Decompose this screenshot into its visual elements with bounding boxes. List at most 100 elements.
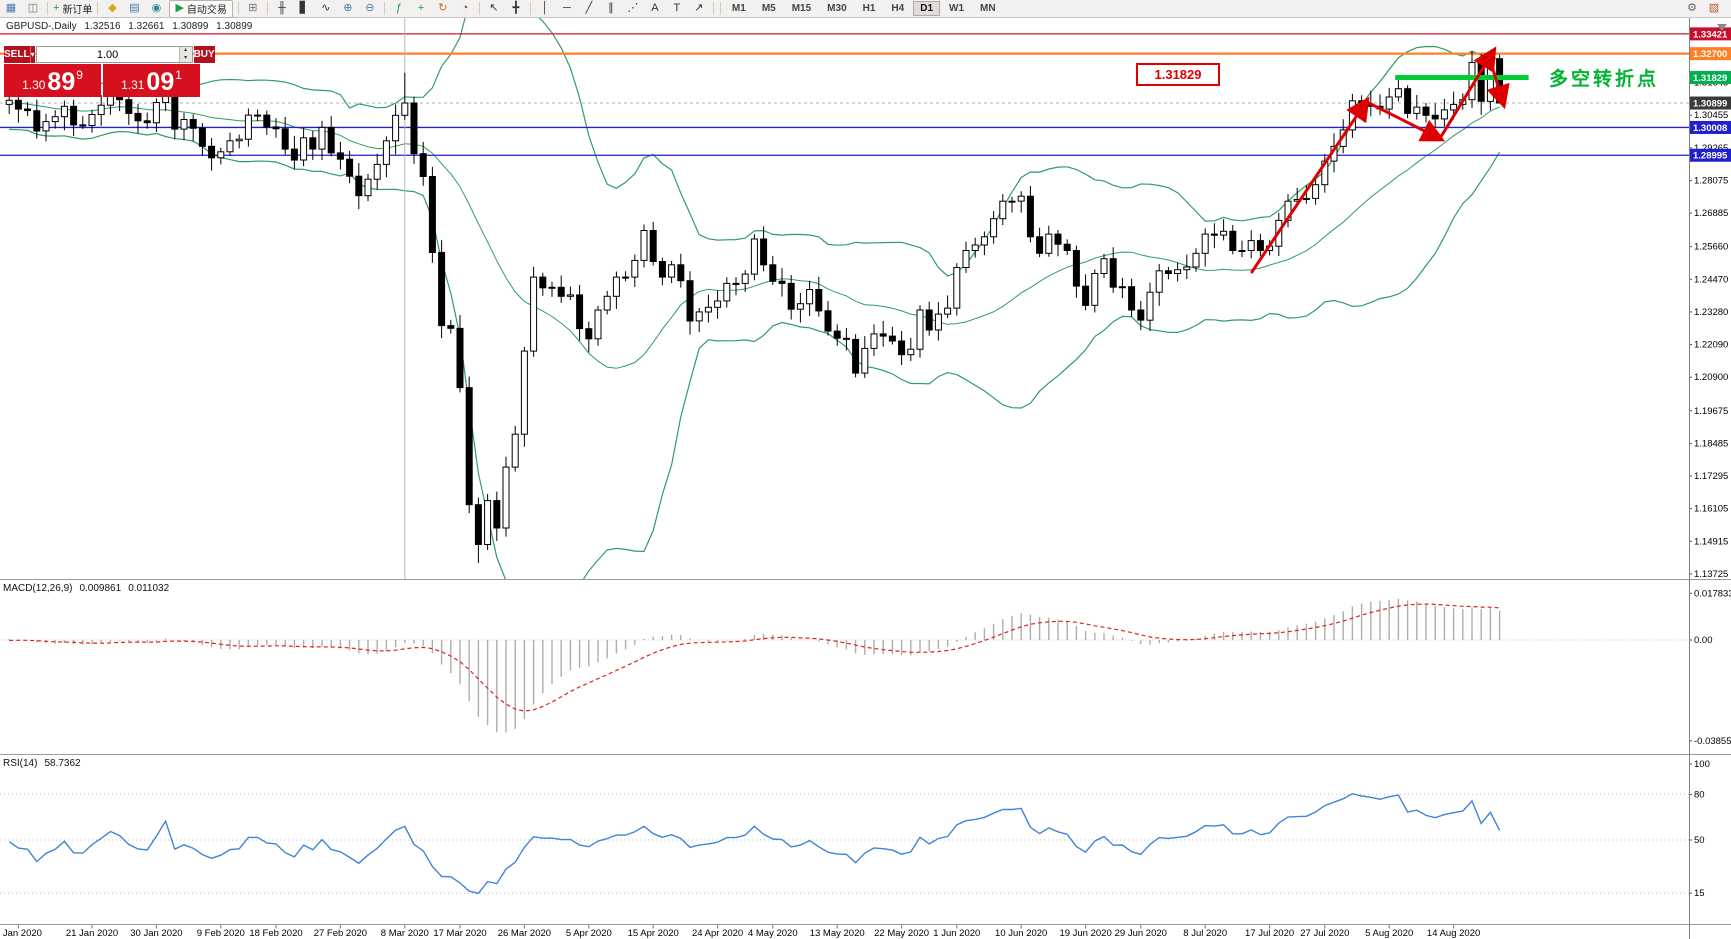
arrows-icon[interactable]: ↗ [688,1,710,17]
macd-axis-label: 0.017833 [1694,588,1731,599]
line-chart-icon[interactable]: ∿ [315,1,337,17]
candle [557,286,565,297]
candle [879,333,887,337]
candle [1146,291,1154,321]
zoom-out-icon[interactable]: ⊖ [359,1,381,17]
objects-list-icon-glyph: ▧ [1708,2,1720,14]
trend-arrow[interactable] [1365,100,1446,142]
channel-icon[interactable]: ∥ [600,1,622,17]
vertical-line-icon[interactable]: │ [534,1,556,17]
add-indicator-icon[interactable]: + [410,1,432,17]
trade-panel-controls: SELL ▾ ▴ ▾ BUY [4,46,215,63]
rsi-indicator-header: RSI(14) 58.7362 [3,758,81,769]
ohlc-bars-icon[interactable]: ╫ [271,1,293,17]
macd-panel[interactable] [0,598,1689,733]
market-watch-icon[interactable]: ▤ [123,1,145,17]
clock-icon-glyph: ◔ [461,2,469,14]
candle [1422,106,1430,116]
timeframe-w1-button[interactable]: W1 [949,3,965,14]
cursor-icon[interactable]: ↖ [483,1,505,17]
candle [677,264,685,282]
timeframe-mn-button[interactable]: MN [980,3,996,14]
candle [5,99,13,105]
new-chart-icon[interactable]: ▦ [0,1,22,17]
profiles-icon[interactable]: ◫ [22,1,44,17]
candlestick-icon[interactable]: ▋ [293,1,315,17]
trendline-icon[interactable]: ╱ [578,1,600,17]
main-chart-panel[interactable] [0,0,1689,601]
sell-price-display[interactable]: 1.30 89 9 [4,64,101,97]
zoom-in-icon[interactable]: ⊕ [337,1,359,17]
timeframe-d1-button[interactable]: D1 [913,1,941,16]
refresh-icon[interactable]: ↻ [432,1,454,17]
fibonacci-icon[interactable]: ⋰ [622,1,644,17]
candle [152,102,160,124]
trend-arrow[interactable] [1486,60,1510,110]
metaeditor-icon[interactable]: ◆ [101,1,123,17]
candle [723,282,731,302]
timeframe-m5-button[interactable]: M5 [761,3,776,14]
label-icon[interactable]: T [666,1,688,17]
rsi-panel[interactable] [0,792,1689,895]
buy-price-display[interactable]: 1.31 09 1 [103,64,200,97]
candle [622,276,630,279]
timeframe-m1-button[interactable]: M1 [731,3,746,14]
lot-increase-button[interactable]: ▴ [179,47,192,55]
candle [925,309,933,331]
candle [373,163,381,180]
objects-list-icon[interactable]: ▧ [1703,1,1725,17]
trend-arrow[interactable] [1249,96,1370,274]
price-axis-label: 1.26885 [1694,208,1728,219]
price-tag-label: 1.32700 [1693,49,1727,60]
lot-decrease-button[interactable]: ▾ [179,54,192,62]
timeframe-m30-button[interactable]: M30 [827,3,847,14]
navigator-icon[interactable]: ◉ [145,1,167,17]
timeframe-m15-button[interactable]: M15 [791,3,812,14]
buy-button[interactable]: BUY [193,46,215,63]
price-axis-label: 1.24470 [1694,274,1728,285]
candle [1450,103,1458,111]
rsi-line [8,792,1501,895]
pivot-annotation-text: 多空转折点 [1549,69,1660,90]
timeframe-h1-button[interactable]: H1 [862,3,876,14]
candle [1192,252,1200,268]
candle [861,347,869,374]
date-axis-label: 5 Aug 2020 [1365,928,1413,939]
price-tag-label: 1.31829 [1693,73,1727,84]
sell-button[interactable]: SELL [4,46,30,63]
candle [1247,240,1255,252]
candle [318,126,326,150]
candle [585,328,593,340]
price-tag-label: 1.28995 [1693,151,1728,162]
autotrade-button[interactable]: ▶ 自动交易 [169,0,233,18]
new-order-button[interactable]: + 新订单 [51,1,94,17]
chart-settings-icon[interactable]: ⚙ [1681,1,1703,17]
candle [1256,240,1264,252]
sell-price-point: 9 [76,68,83,82]
horizontal-line-icon[interactable]: ─ [556,1,578,17]
chart-shift-marker[interactable] [1717,24,1727,31]
tile-windows-icon[interactable]: ⊞ [242,1,264,17]
trend-arrow[interactable] [1438,46,1497,140]
clock-icon[interactable]: ◔ [454,1,476,17]
indicators-icon[interactable]: ƒ [388,1,410,17]
price-tag [1690,120,1731,134]
timeframe-h4-button[interactable]: H4 [891,3,905,14]
crosshair-icon[interactable]: ╋ [505,1,527,17]
candle [824,310,832,332]
text-icon[interactable]: A [644,1,666,17]
macd-main-value: 0.009861 [79,583,122,594]
candle [51,116,59,123]
candle [1164,270,1172,274]
candle [852,338,860,374]
profiles-icon-glyph: ◫ [27,2,39,14]
candle [520,350,528,435]
order-mode-dropdown[interactable]: ▾ [29,46,35,63]
date-axis-label: 15 Apr 2020 [628,928,679,939]
fibonacci-icon-glyph: ⋰ [627,2,639,14]
lot-size-input[interactable] [36,47,179,62]
rsi-axis-label: 15 [1694,888,1705,899]
vertical-line-icon-glyph: │ [541,2,549,14]
